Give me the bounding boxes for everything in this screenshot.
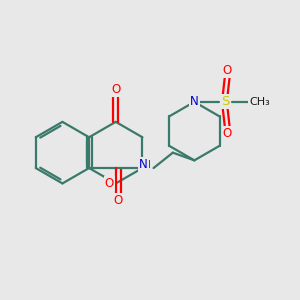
Text: H: H [143,160,151,170]
Text: O: O [223,64,232,77]
Text: N: N [139,158,148,171]
Text: O: O [223,127,232,140]
Text: CH₃: CH₃ [249,97,270,107]
Text: O: O [105,177,114,190]
Text: N: N [190,95,199,108]
Text: S: S [221,95,229,108]
Text: O: O [111,83,120,96]
Text: O: O [114,194,123,207]
